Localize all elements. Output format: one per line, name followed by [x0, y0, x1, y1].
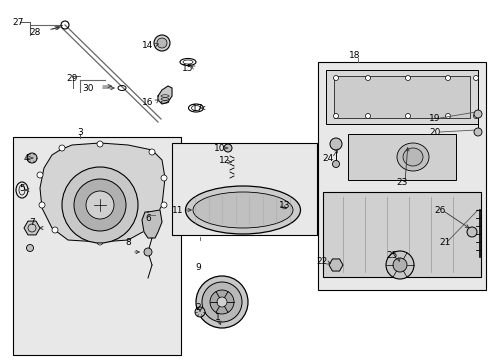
Text: 10: 10 [214, 144, 225, 153]
Text: 4: 4 [23, 153, 29, 162]
Circle shape [332, 161, 339, 167]
Circle shape [161, 202, 167, 208]
Text: 19: 19 [428, 113, 440, 122]
Text: 9: 9 [195, 264, 201, 273]
Circle shape [365, 76, 370, 81]
Text: 1: 1 [215, 314, 221, 323]
Circle shape [52, 227, 58, 233]
Text: 6: 6 [145, 213, 151, 222]
Circle shape [472, 76, 478, 81]
Text: 25: 25 [386, 251, 397, 260]
Circle shape [143, 248, 152, 256]
Text: 5: 5 [19, 184, 25, 193]
Bar [333, 76, 469, 118]
Circle shape [392, 258, 406, 272]
Circle shape [59, 145, 65, 151]
Text: 30: 30 [82, 84, 94, 93]
Polygon shape [40, 143, 164, 242]
Circle shape [333, 113, 338, 118]
Circle shape [472, 113, 478, 118]
Circle shape [405, 76, 409, 81]
Circle shape [405, 113, 409, 118]
Circle shape [209, 290, 234, 314]
Circle shape [62, 167, 138, 243]
Circle shape [97, 141, 103, 147]
Text: 29: 29 [66, 73, 78, 82]
Circle shape [196, 276, 247, 328]
Text: 23: 23 [395, 177, 407, 186]
Circle shape [161, 175, 167, 181]
Circle shape [385, 251, 413, 279]
Circle shape [154, 35, 170, 51]
Text: 7: 7 [29, 217, 35, 226]
Text: 13: 13 [279, 201, 290, 210]
Text: 2: 2 [195, 303, 201, 312]
Bar [347, 134, 455, 180]
Bar [317, 62, 485, 290]
Text: 17: 17 [192, 104, 203, 113]
Circle shape [39, 202, 45, 208]
Polygon shape [142, 210, 162, 238]
Text: 28: 28 [29, 27, 41, 36]
Text: 11: 11 [172, 206, 183, 215]
Circle shape [365, 113, 370, 118]
Text: 14: 14 [142, 41, 153, 50]
Circle shape [466, 227, 476, 237]
Circle shape [149, 149, 155, 155]
Text: 21: 21 [438, 238, 450, 247]
Circle shape [217, 297, 226, 307]
Circle shape [157, 38, 167, 48]
Circle shape [224, 144, 231, 152]
Ellipse shape [193, 192, 292, 228]
Circle shape [445, 76, 449, 81]
Text: 20: 20 [428, 127, 440, 136]
Circle shape [37, 172, 43, 178]
Circle shape [27, 153, 37, 163]
Circle shape [195, 307, 204, 317]
Bar [172, 143, 316, 235]
Circle shape [97, 239, 103, 245]
Text: 16: 16 [142, 98, 153, 107]
Circle shape [333, 76, 338, 81]
Text: 27: 27 [12, 18, 23, 27]
Circle shape [329, 138, 341, 150]
Bar [325, 70, 477, 124]
Bar [13, 137, 181, 355]
Circle shape [26, 244, 34, 252]
Ellipse shape [396, 143, 428, 171]
Circle shape [473, 128, 481, 136]
Circle shape [445, 113, 449, 118]
Circle shape [147, 227, 153, 233]
Text: 18: 18 [348, 50, 360, 59]
Text: 26: 26 [433, 206, 445, 215]
Circle shape [473, 110, 481, 118]
Text: 12: 12 [219, 156, 230, 165]
Text: 24: 24 [322, 153, 333, 162]
Circle shape [202, 282, 242, 322]
Circle shape [74, 179, 126, 231]
Ellipse shape [185, 186, 300, 234]
Ellipse shape [402, 148, 422, 166]
Text: 15: 15 [182, 63, 193, 72]
Text: 22: 22 [316, 257, 327, 266]
Circle shape [86, 191, 114, 219]
Text: 3: 3 [77, 127, 82, 136]
Polygon shape [158, 86, 172, 104]
Text: 8: 8 [125, 238, 131, 247]
Bar [323, 192, 480, 277]
